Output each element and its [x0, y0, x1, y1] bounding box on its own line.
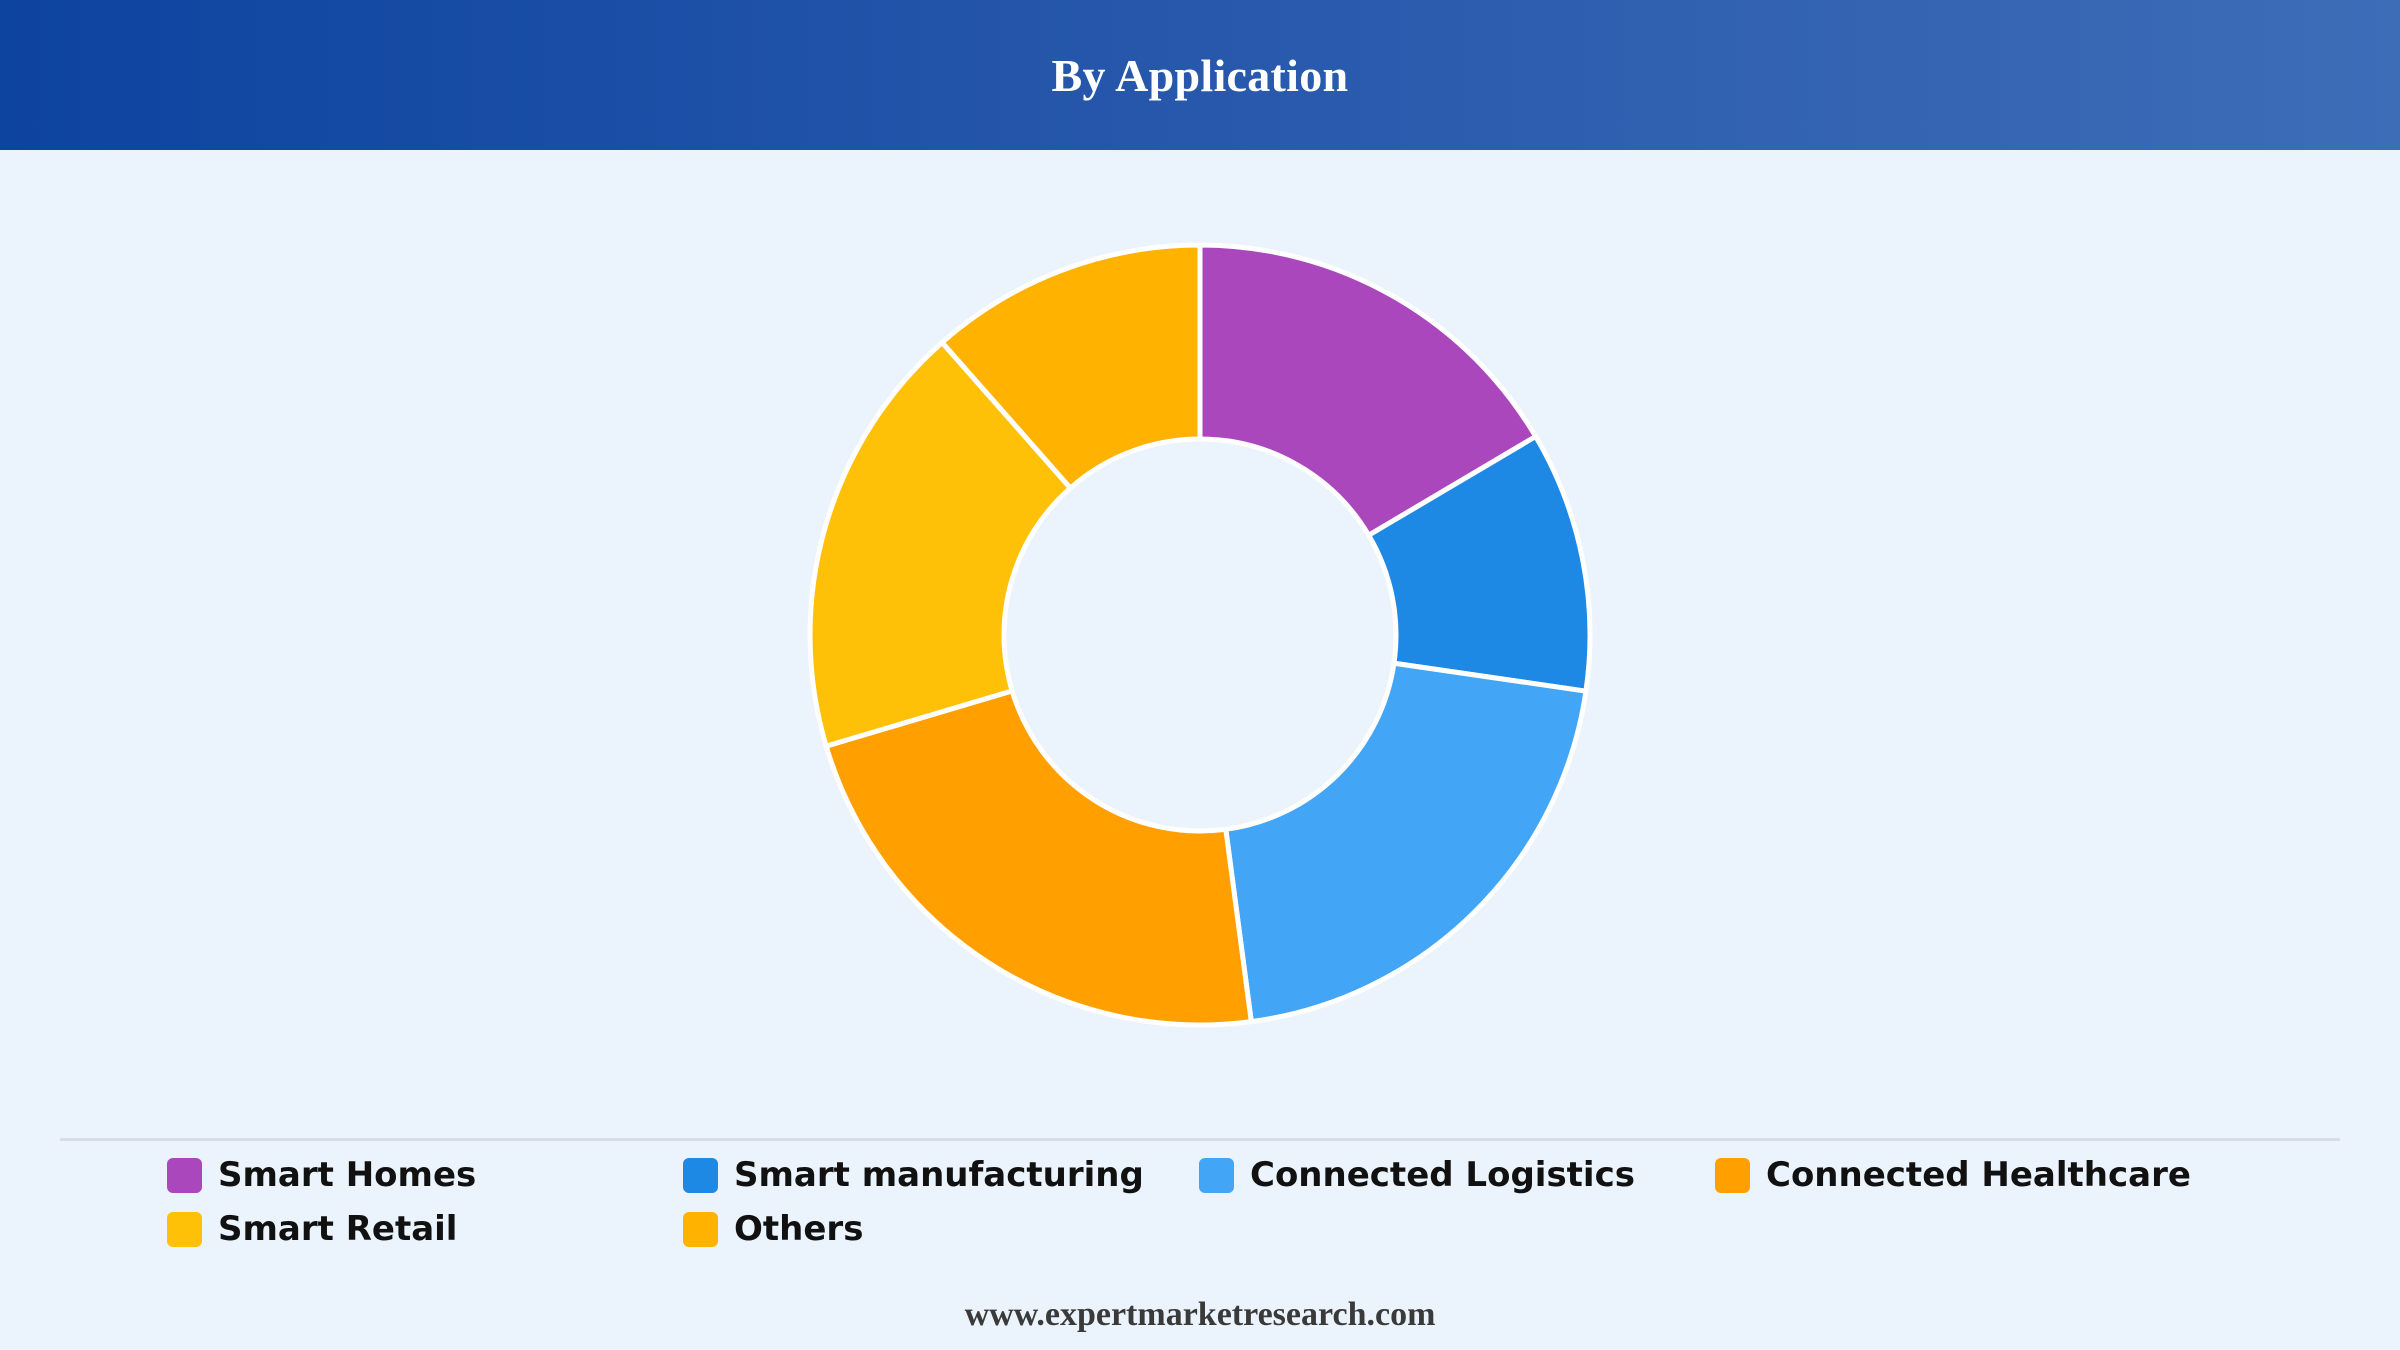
- slice-smart-homes[interactable]: [1197, 242, 1539, 538]
- legend-label: Connected Logistics: [1250, 1155, 1635, 1195]
- donut-chart: [807, 242, 1593, 1028]
- legend-item-smart-homes[interactable]: Smart Homes: [167, 1152, 476, 1198]
- chart-area: [0, 150, 2400, 1130]
- legend-item-smart-manufacturing[interactable]: Smart manufacturing: [683, 1152, 1144, 1198]
- legend-label: Connected Healthcare: [1766, 1155, 2191, 1195]
- source-url: www.expertmarketresearch.com: [964, 1296, 1436, 1333]
- chart-title: By Application: [1051, 49, 1349, 101]
- legend-swatch: [167, 1211, 202, 1247]
- legend-swatch: [1199, 1157, 1234, 1193]
- legend-swatch: [683, 1157, 718, 1193]
- legend-swatch: [683, 1211, 718, 1247]
- legend-label: Smart Retail: [218, 1209, 458, 1249]
- legend-label: Smart manufacturing: [734, 1155, 1144, 1195]
- legend-label: Smart Homes: [218, 1155, 477, 1195]
- slice-smart-retail[interactable]: [807, 339, 1073, 749]
- slice-connected-healthcare[interactable]: [823, 688, 1254, 1028]
- legend-item-connected-healthcare[interactable]: Connected Healthcare: [1715, 1152, 2191, 1198]
- header-banner: By Application: [0, 0, 2400, 150]
- slice-connected-logistics[interactable]: [1223, 660, 1589, 1025]
- legend-label: Others: [734, 1209, 864, 1249]
- legend-item-others[interactable]: Others: [683, 1206, 863, 1252]
- legend-divider: [60, 1138, 2340, 1141]
- slice-others[interactable]: [939, 242, 1203, 491]
- legend-swatch: [167, 1157, 202, 1193]
- legend-swatch: [1715, 1157, 1750, 1193]
- slice-smart-manufacturing[interactable]: [1366, 433, 1593, 694]
- legend-item-connected-logistics[interactable]: Connected Logistics: [1199, 1152, 1635, 1198]
- legend-item-smart-retail[interactable]: Smart Retail: [167, 1206, 457, 1252]
